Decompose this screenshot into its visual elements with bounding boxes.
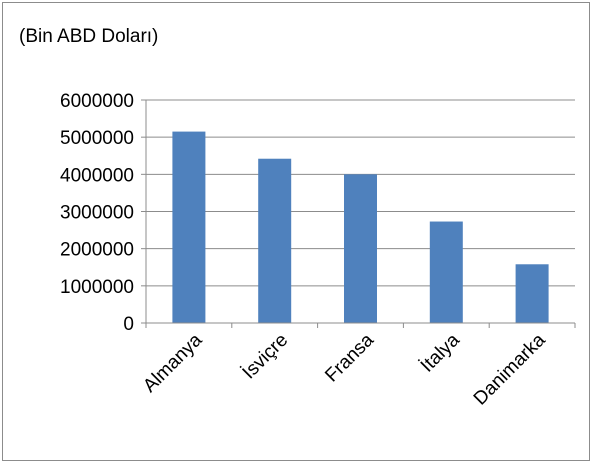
y-tick-label: 3000000 <box>60 203 134 224</box>
y-tick-label: 6000000 <box>60 91 134 112</box>
bar <box>344 174 377 323</box>
chart-frame: (Bin ABD Doları) 0 1000000 2000000 3000000 4… <box>2 2 590 461</box>
axes <box>145 100 576 328</box>
bar <box>515 264 549 323</box>
y-tick-label: 1000000 <box>60 277 134 298</box>
y-tick-label: 0 <box>123 314 134 335</box>
x-tick-labels: Almanya İsviçre Fransa İtalya Danimarka <box>139 329 550 409</box>
y-tick-label: 4000000 <box>60 165 134 186</box>
x-tick-label: İtalya <box>417 329 464 376</box>
bar-chart: (Bin ABD Doları) 0 1000000 2000000 3000000 4… <box>19 26 576 410</box>
x-tick-label: Danimarka <box>470 329 550 409</box>
x-tick-label: İsviçre <box>239 330 293 384</box>
bar <box>429 221 463 323</box>
y-tick-labels: 0 1000000 2000000 3000000 4000000 5000000 6000… <box>60 91 134 335</box>
x-tick-label: Fransa <box>321 329 378 386</box>
bars <box>172 131 549 323</box>
x-tick-label: Almanya <box>139 329 206 396</box>
bar <box>258 158 292 323</box>
bar <box>172 131 206 323</box>
chart-title: (Bin ABD Doları) <box>19 26 158 47</box>
y-tick-label: 2000000 <box>60 240 134 261</box>
y-tick-label: 5000000 <box>60 128 134 149</box>
